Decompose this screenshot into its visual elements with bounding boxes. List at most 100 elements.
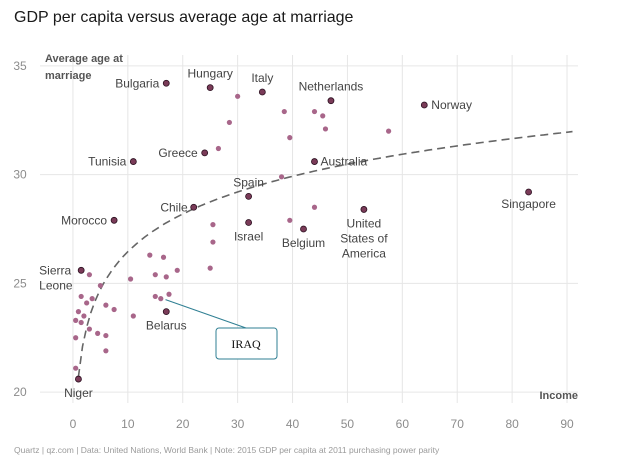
point-label: Bulgaria <box>115 76 159 90</box>
labeled-data-point <box>327 97 335 105</box>
point-label-line: Leone <box>39 278 73 292</box>
tick-labels: 0 10 20 30 40 50 60 70 80 90 20 25 30 35 <box>13 59 574 431</box>
data-point <box>210 222 216 228</box>
data-point <box>320 113 326 119</box>
point-label: Morocco <box>61 213 107 227</box>
point-label: Hungary <box>188 67 233 81</box>
labeled-data-point <box>525 188 532 196</box>
data-point <box>95 330 101 336</box>
x-tick-label: 90 <box>560 417 574 431</box>
point-label: Spain <box>233 175 264 189</box>
labeled-data-point <box>201 149 209 157</box>
data-point <box>73 365 79 371</box>
data-point <box>152 272 158 278</box>
data-point <box>215 145 222 152</box>
data-point <box>78 319 84 326</box>
data-point <box>287 217 293 223</box>
data-point <box>89 296 95 302</box>
point-label-line: United <box>347 216 382 230</box>
point-label: Singapore <box>501 197 556 211</box>
y-tick-label: 35 <box>13 59 27 73</box>
source-footnote: Quartz | qz.com | Data: United Nations, … <box>14 445 440 455</box>
labeled-data-point <box>77 266 85 274</box>
x-tick-label: 50 <box>341 417 355 431</box>
trend-line <box>77 130 573 378</box>
point-labels: Bulgaria Hungary Italy Netherlands Norway Tun… <box>39 67 556 400</box>
labeled-data-point <box>300 225 307 233</box>
x-tick-label: 60 <box>396 417 410 431</box>
data-point <box>174 267 180 273</box>
point-label: Italy <box>251 71 273 85</box>
point-label: Norway <box>431 98 472 112</box>
labeled-data-point <box>360 206 368 213</box>
data-point <box>103 332 109 339</box>
data-point <box>103 348 109 354</box>
x-tick-label: 40 <box>286 417 300 431</box>
data-point <box>130 313 136 319</box>
data-point <box>160 254 167 260</box>
point-label: United States of America <box>340 216 388 260</box>
data-point <box>311 204 318 210</box>
labeled-data-point <box>206 84 214 92</box>
point-label: Israel <box>234 229 263 243</box>
grid-layer <box>40 55 578 403</box>
data-point <box>322 126 329 132</box>
labeled-data-point <box>311 158 318 165</box>
data-point <box>166 291 172 297</box>
y-axis-title-line1: Average age at <box>45 53 123 65</box>
data-point <box>207 265 213 271</box>
chart-title: GDP per capita versus average age at mar… <box>14 9 354 26</box>
x-tick-label: 0 <box>70 417 77 431</box>
labeled-data-point <box>190 203 198 211</box>
point-label: Australia <box>320 155 367 169</box>
y-tick-label: 25 <box>13 276 27 290</box>
y-tick-label: 20 <box>13 385 27 399</box>
point-label: Greece <box>158 146 198 160</box>
point-label-line: States of <box>340 231 388 245</box>
data-point <box>73 317 79 323</box>
x-axis-title: Income <box>539 390 578 402</box>
data-point <box>111 306 117 313</box>
x-tick-label: 20 <box>176 417 190 431</box>
labeled-data-point <box>129 158 137 165</box>
point-label: Belarus <box>146 319 187 333</box>
annotation-box <box>215 327 278 360</box>
data-point <box>103 302 109 308</box>
annotation-leader-line <box>165 299 247 329</box>
labeled-data-point <box>162 308 170 316</box>
data-point <box>84 300 90 306</box>
data-point <box>86 272 93 278</box>
point-label-line: Sierra <box>39 263 71 277</box>
data-point <box>147 252 153 258</box>
labeled-data-point <box>258 88 266 96</box>
data-point <box>235 93 241 99</box>
point-label: Netherlands <box>299 80 364 94</box>
data-points <box>73 79 532 383</box>
point-label: Tunisia <box>88 155 127 169</box>
labeled-data-point <box>110 216 118 224</box>
point-label: Niger <box>64 386 93 400</box>
data-point <box>278 174 285 180</box>
data-point <box>226 119 232 126</box>
data-point <box>311 108 318 115</box>
point-label: Sierra Leone <box>39 263 73 292</box>
data-point <box>281 108 287 115</box>
labeled-data-point <box>420 101 428 109</box>
point-label: Chile <box>160 200 188 214</box>
labeled-data-point <box>162 79 170 87</box>
y-axis-title-line2: marriage <box>45 70 91 82</box>
data-point <box>97 282 103 289</box>
labeled-data-point <box>75 375 82 383</box>
data-point <box>75 309 82 315</box>
annotation-callout: IRAQ <box>165 299 278 360</box>
x-tick-label: 30 <box>231 417 245 431</box>
data-point <box>81 313 87 319</box>
data-point <box>127 276 134 282</box>
data-point <box>287 135 293 141</box>
data-point <box>86 326 93 332</box>
data-point <box>158 296 164 302</box>
data-point <box>78 293 84 300</box>
labeled-data-point <box>245 192 253 200</box>
